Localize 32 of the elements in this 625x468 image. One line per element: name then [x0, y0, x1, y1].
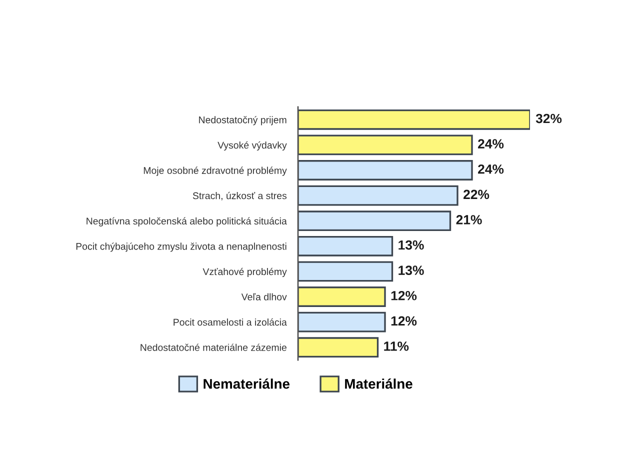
y-tick-label: Nedostatočné materiálne zázemie: [140, 344, 286, 351]
y-tick-label: Pocit chýbajúceho zmyslu života a nenaplnenosti: [76, 242, 286, 252]
data-label: 11%: [384, 342, 409, 351]
bar: [298, 160, 473, 180]
data-label: 32%: [536, 114, 562, 124]
y-tick-label: Strach, úzkosť a stres: [192, 192, 287, 200]
y-tick-label: Pocit osamelosti a izolácia: [174, 318, 287, 326]
legend-label: Nemateriálne: [204, 378, 290, 389]
data-label: 21%: [456, 215, 482, 224]
bar: [298, 286, 386, 307]
bar: [298, 185, 458, 206]
data-label: 13%: [398, 266, 424, 276]
data-label: 24%: [478, 164, 504, 174]
bar: [298, 236, 394, 256]
data-label: 24%: [478, 139, 504, 148]
y-tick-label: Nedostatočný prijem: [199, 116, 286, 126]
bar: [298, 109, 530, 130]
y-tick-label: Veľa dlhov: [241, 293, 287, 300]
bar: [298, 210, 452, 232]
y-tick-label: Vzťahové problémy: [202, 268, 287, 278]
y-tick-label: Vysoké výdavky: [218, 141, 287, 151]
bar: [298, 337, 379, 358]
data-label: 22%: [464, 190, 490, 200]
data-label: 12%: [391, 290, 417, 300]
legend-label: Materiálne: [345, 378, 412, 389]
y-tick-label: Negatívna spoločenská alebo politická situácia: [86, 217, 287, 226]
data-label: 12%: [391, 316, 417, 326]
bar: [298, 261, 394, 282]
y-tick-label: Moje osobné zdravotné problémy: [144, 166, 287, 176]
data-label: 13%: [398, 240, 424, 250]
bar: [298, 134, 473, 156]
bar: [298, 312, 386, 332]
